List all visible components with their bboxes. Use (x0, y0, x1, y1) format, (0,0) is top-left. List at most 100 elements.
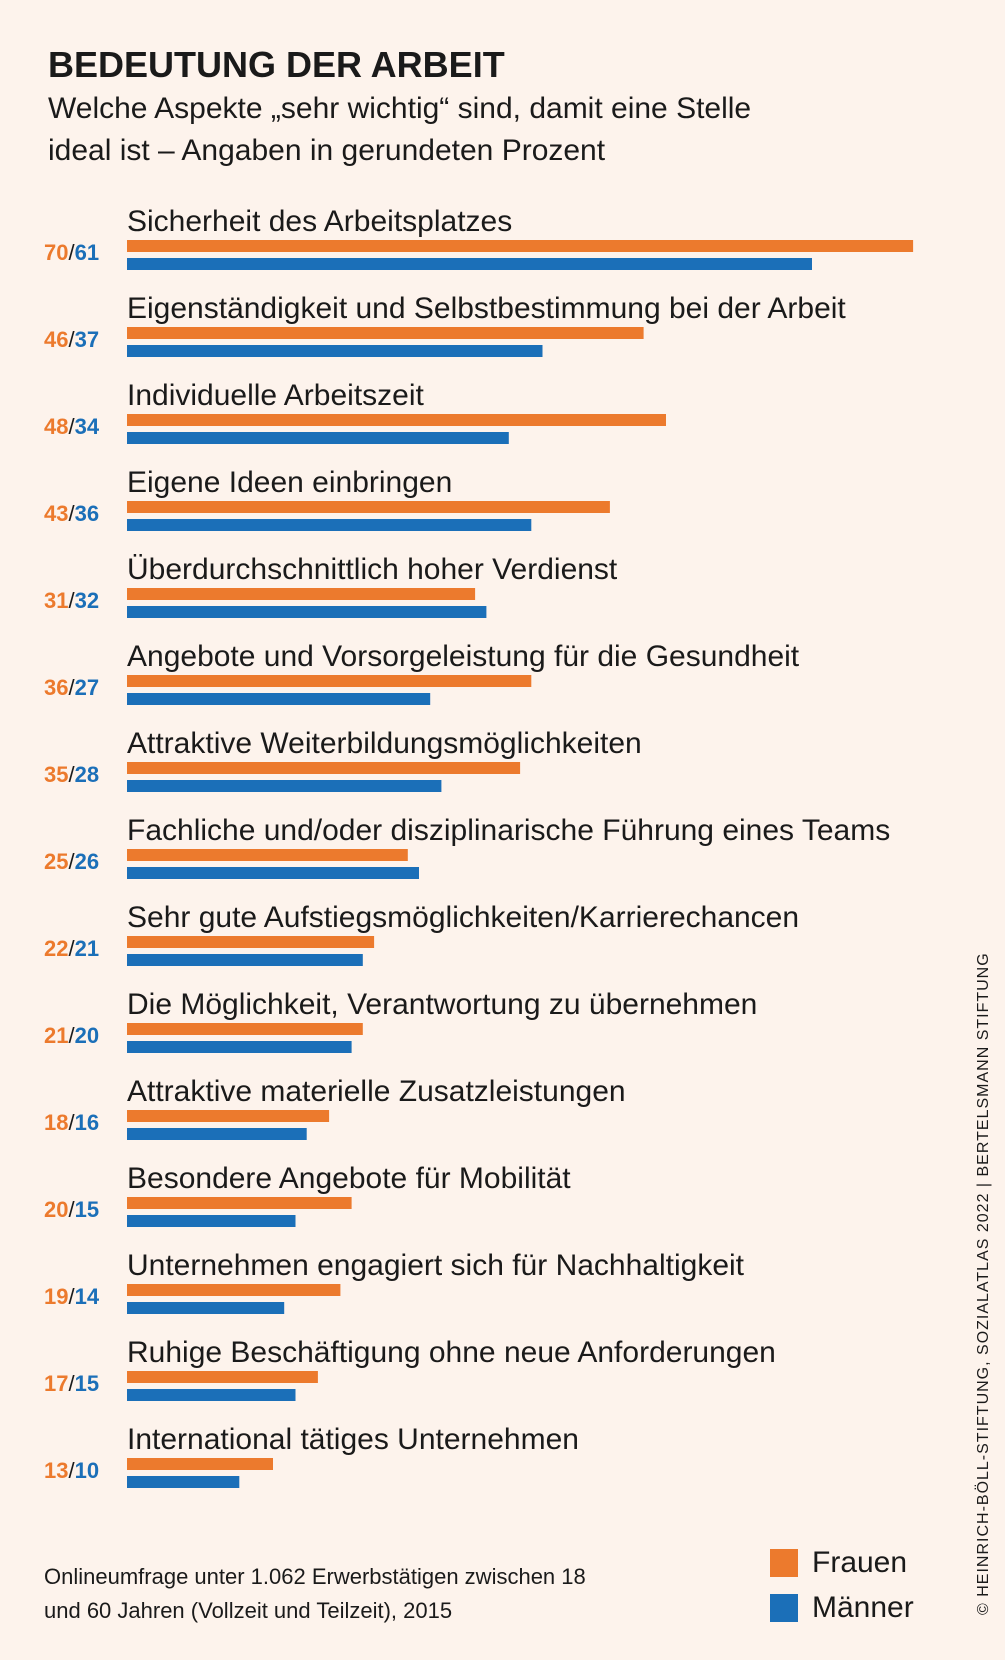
legend-swatch-frauen (770, 1548, 798, 1577)
value-separator: / (68, 414, 75, 439)
value-separator: / (68, 936, 75, 961)
category-label: Überdurchschnittlich hoher Verdienst (127, 553, 618, 586)
bar-maenner (127, 606, 487, 618)
value-separator: / (68, 1023, 75, 1048)
category-label: Angebote und Vorsorgeleistung für die Ge… (127, 640, 800, 673)
value-separator: / (68, 1458, 75, 1483)
legend-label-frauen: Frauen (812, 1545, 908, 1579)
value-label: 13/10 (44, 1458, 99, 1483)
value-frauen: 18 (44, 1110, 68, 1135)
value-label: 20/15 (44, 1197, 99, 1222)
bar-maenner (127, 780, 442, 792)
value-frauen: 46 (44, 327, 68, 352)
value-separator: / (68, 675, 75, 700)
value-maenner: 16 (75, 1110, 99, 1135)
bar-frauen (127, 501, 610, 513)
value-maenner: 14 (75, 1284, 100, 1309)
value-maenner: 32 (75, 588, 99, 613)
value-maenner: 10 (75, 1458, 99, 1483)
bar-maenner (127, 258, 812, 270)
copyright-credit: © HEINRICH-BÖLL-STIFTUNG, SOZIALATLAS 20… (975, 952, 992, 1615)
bar-frauen (127, 414, 666, 426)
value-label: 17/15 (44, 1371, 99, 1396)
category-label: Sehr gute Aufstiegsmöglichkeiten/Karrier… (127, 901, 799, 934)
bar-frauen (127, 849, 408, 861)
category-group: Besondere Angebote für Mobilität 20/15 (44, 1162, 571, 1227)
value-maenner: 15 (75, 1197, 99, 1222)
bar-maenner (127, 432, 509, 444)
category-group: Überdurchschnittlich hoher Verdienst 31/3… (44, 553, 618, 618)
bar-maenner (127, 1041, 352, 1053)
category-group: Angebote und Vorsorgeleistung für die Ge… (44, 640, 800, 705)
value-frauen: 22 (44, 936, 68, 961)
value-frauen: 25 (44, 849, 68, 874)
value-separator: / (68, 240, 75, 265)
value-separator: / (68, 327, 75, 352)
value-maenner: 15 (75, 1371, 99, 1396)
value-frauen: 13 (44, 1458, 68, 1483)
value-label: 31/32 (44, 588, 99, 613)
value-label: 43/36 (44, 501, 99, 526)
bar-frauen (127, 936, 375, 948)
bar-frauen (127, 1284, 341, 1296)
value-separator: / (68, 762, 75, 787)
value-frauen: 31 (44, 588, 68, 613)
value-separator: / (68, 1110, 75, 1135)
bar-frauen (127, 1110, 330, 1122)
bar-maenner (127, 1476, 240, 1488)
bar-frauen (127, 762, 521, 774)
bar-chart: Sicherheit des Arbeitsplatzes70/61Eigens… (44, 205, 914, 1488)
legend: Frauen Männer (770, 1540, 914, 1630)
value-maenner: 61 (75, 240, 99, 265)
category-group: Ruhige Beschäftigung ohne neue Anforderu… (44, 1336, 776, 1401)
value-label: 25/26 (44, 849, 99, 874)
source-note: Onlineumfrage unter 1.062 Erwerbstätigen… (44, 1564, 586, 1623)
category-group: Attraktive Weiterbildungsmöglichkeiten 35… (44, 727, 642, 792)
value-frauen: 70 (44, 240, 68, 265)
value-separator: / (68, 501, 75, 526)
value-frauen: 21 (44, 1023, 68, 1048)
bar-maenner (127, 1302, 285, 1314)
category-label: Sicherheit des Arbeitsplatzes (127, 205, 512, 238)
value-maenner: 34 (75, 414, 100, 439)
value-frauen: 17 (44, 1371, 68, 1396)
value-label: 46/37 (44, 327, 99, 352)
value-label: 19/14 (44, 1284, 100, 1309)
category-label: Unternehmen engagiert sich für Nachhalti… (127, 1249, 745, 1282)
bar-maenner (127, 954, 363, 966)
category-label: Die Möglichkeit, Verantwortung zu überne… (127, 988, 757, 1021)
value-maenner: 36 (75, 501, 99, 526)
legend-label-maenner: Männer (812, 1590, 914, 1624)
bar-frauen (127, 1023, 363, 1035)
value-maenner: 20 (75, 1023, 99, 1048)
value-label: 22/21 (44, 936, 99, 961)
value-frauen: 35 (44, 762, 68, 787)
chart-subtitle: Welche Aspekte „sehr wichtig“ sind, dami… (48, 92, 752, 167)
value-maenner: 28 (75, 762, 99, 787)
category-group: Sicherheit des Arbeitsplatzes 70/61 (44, 205, 914, 270)
value-label: 70/61 (44, 240, 99, 265)
value-separator: / (68, 1197, 75, 1222)
value-frauen: 36 (44, 675, 68, 700)
value-frauen: 48 (44, 414, 68, 439)
category-label: Fachliche und/oder disziplinarische Führ… (127, 814, 890, 847)
value-frauen: 19 (44, 1284, 68, 1309)
value-label: 35/28 (44, 762, 99, 787)
value-maenner: 26 (75, 849, 99, 874)
category-label: Attraktive materielle Zusatzleistungen (127, 1075, 626, 1108)
legend-item-frauen: Frauen (770, 1540, 914, 1585)
value-maenner: 27 (75, 675, 99, 700)
bar-frauen (127, 327, 644, 339)
value-separator: / (68, 849, 75, 874)
value-frauen: 43 (44, 501, 68, 526)
value-label: 21/20 (44, 1023, 99, 1048)
category-group: Unternehmen engagiert sich für Nachhalti… (44, 1249, 745, 1314)
value-maenner: 21 (75, 936, 99, 961)
bar-frauen (127, 1458, 273, 1470)
category-label: Attraktive Weiterbildungsmöglichkeiten (127, 727, 642, 760)
category-group: Fachliche und/oder disziplinarische Führ… (44, 814, 890, 879)
category-label: Besondere Angebote für Mobilität (127, 1162, 571, 1195)
category-group: Eigenständigkeit und Selbstbestimmung be… (44, 292, 846, 357)
category-label: International tätiges Unternehmen (127, 1423, 579, 1456)
bar-maenner (127, 345, 543, 357)
